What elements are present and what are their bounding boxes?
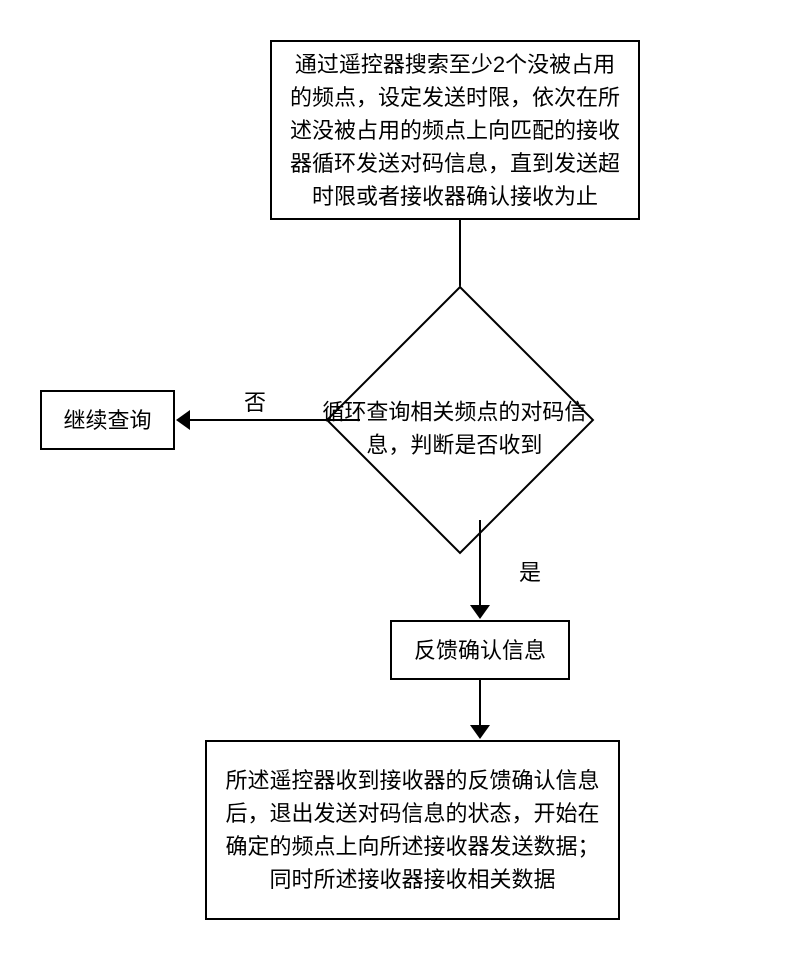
process-continue: 继续查询: [40, 390, 175, 450]
arrow-feedback-end: [479, 680, 481, 725]
process-end: 所述遥控器收到接收器的反馈确认信息后，退出发送对码信息的状态，开始在确定的频点上…: [205, 740, 620, 920]
process-feedback: 反馈确认信息: [390, 620, 570, 680]
label-no: 否: [240, 385, 270, 417]
process-continue-text: 继续查询: [63, 404, 151, 437]
process-feedback-text: 反馈确认信息: [414, 634, 546, 667]
arrow-decision-continue: [190, 419, 360, 421]
decision-node: 循环查询相关频点的对码信息，判断是否收到: [326, 286, 595, 555]
decision-text: 循环查询相关频点的对码信息，判断是否收到: [314, 395, 594, 461]
arrow-feedback-end-head: [470, 725, 490, 739]
process-end-text: 所述遥控器收到接收器的反馈确认信息后，退出发送对码信息的状态，开始在确定的频点上…: [219, 764, 606, 896]
arrow-decision-feedback-head: [470, 605, 490, 619]
process-start: 通过遥控器搜索至少2个没被占用的频点，设定发送时限，依次在所述没被占用的频点上向…: [270, 40, 640, 220]
process-start-text: 通过遥控器搜索至少2个没被占用的频点，设定发送时限，依次在所述没被占用的频点上向…: [284, 48, 626, 213]
label-yes: 是: [515, 555, 545, 587]
arrow-decision-continue-head: [176, 410, 190, 430]
flowchart-container: 通过遥控器搜索至少2个没被占用的频点，设定发送时限，依次在所述没被占用的频点上向…: [0, 0, 800, 965]
arrow-decision-feedback: [479, 520, 481, 605]
